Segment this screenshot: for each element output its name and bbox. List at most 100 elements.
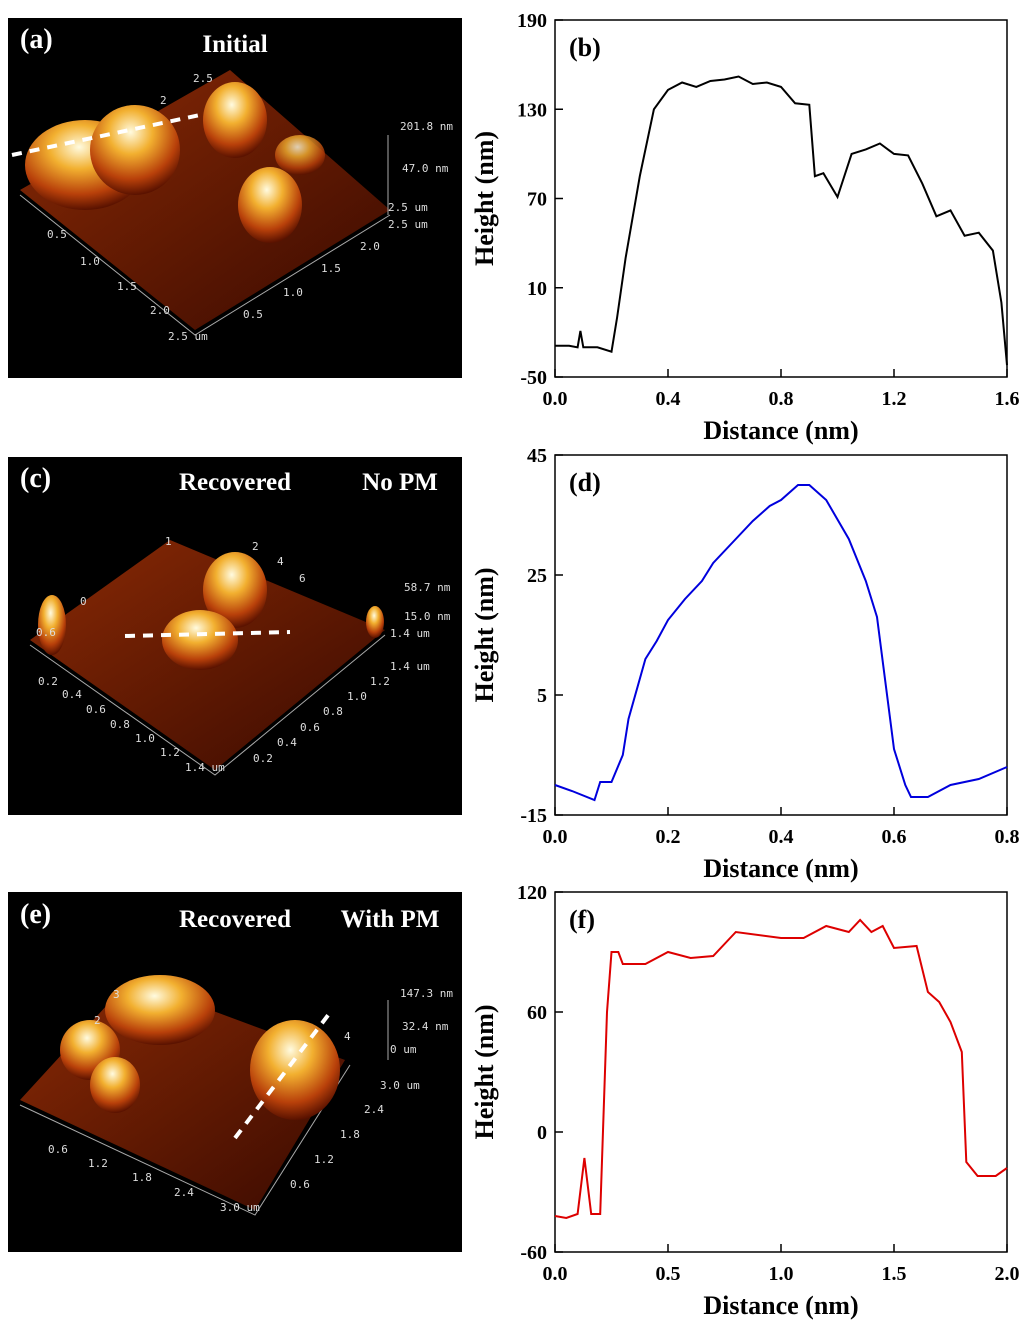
afm-axis-label: 3.0 um <box>380 1079 420 1092</box>
image-title: With PM <box>341 906 440 933</box>
afm-axis-label: 0.5 <box>47 228 67 241</box>
image-title: Initial <box>202 31 267 58</box>
afm-axis-label: 1 <box>165 535 172 548</box>
y-tick-label: 5 <box>537 685 547 707</box>
afm-axis-label: 2 <box>94 1014 101 1027</box>
afm-axis-label: 147.3 nm <box>400 987 453 1000</box>
plot-frame <box>554 891 1008 1253</box>
x-tick-label: 1.0 <box>769 1263 794 1285</box>
afm-axis-label: 1.0 <box>135 732 155 745</box>
afm-axis-label: 2.5 um <box>388 218 428 231</box>
afm-axis-label: 1.5 <box>117 280 137 293</box>
afm-axis-label: 1.2 <box>160 746 180 759</box>
afm-axis-label: 0.2 <box>38 675 58 688</box>
afm-axis-label: 47.0 nm <box>402 162 449 175</box>
x-tick-label: 0.0 <box>543 388 568 410</box>
x-tick-label: 2.0 <box>995 1263 1020 1285</box>
x-axis-label: Distance (nm) <box>703 854 858 883</box>
afm-axis-label: 0.5 <box>243 308 263 321</box>
y-tick-label: 130 <box>517 99 547 121</box>
x-tick-label: 0.8 <box>995 826 1020 848</box>
y-tick-label: -60 <box>520 1242 547 1264</box>
afm-image-a <box>8 18 462 378</box>
x-tick-label: 0.5 <box>656 1263 681 1285</box>
y-tick-label: -50 <box>520 367 547 389</box>
data-line <box>554 484 1008 802</box>
afm-axis-label: 1.0 <box>80 255 100 268</box>
afm-axis-label: 58.7 nm <box>404 581 451 594</box>
afm-axis-label: 1.4 um <box>390 660 430 673</box>
afm-axis-label: 3 <box>113 988 120 1001</box>
x-tick-label: 0.2 <box>656 826 681 848</box>
afm-axis-label: 0.8 <box>110 718 130 731</box>
afm-axis-label: 2.4 <box>364 1103 384 1116</box>
x-axis-label: Distance (nm) <box>703 416 858 445</box>
x-tick-label: 1.2 <box>882 388 907 410</box>
afm-image-c <box>8 457 462 815</box>
afm-axis-label: 1.0 <box>283 286 303 299</box>
afm-axis-label: 0.4 <box>277 736 297 749</box>
afm-axis-label: 1.5 <box>321 262 341 275</box>
afm-axis-label: 2.0 <box>150 304 170 317</box>
afm-axis-label: 4 <box>344 1030 351 1043</box>
x-tick-label: 1.6 <box>995 388 1020 410</box>
x-axis-label: Distance (nm) <box>703 1291 858 1320</box>
afm-axis-label: 4 <box>277 555 284 568</box>
afm-axis-label: 1.2 <box>370 675 390 688</box>
y-axis-label: Height (nm) <box>470 567 499 702</box>
data-line <box>554 918 1008 1220</box>
y-tick-label: 60 <box>527 1002 547 1024</box>
afm-axis-label: 0.6 <box>48 1143 68 1156</box>
y-tick-label: 45 <box>527 445 547 467</box>
y-tick-label: 120 <box>517 882 547 904</box>
afm-axis-label: 32.4 nm <box>402 1020 449 1033</box>
afm-axis-label: 1.8 <box>132 1171 152 1184</box>
afm-axis-label: 0.4 <box>62 688 82 701</box>
afm-axis-label: 1.0 <box>347 690 367 703</box>
x-tick-label: 0.0 <box>543 1263 568 1285</box>
afm-axis-label: 0.8 <box>323 705 343 718</box>
afm-axis-label: 6 <box>299 572 306 585</box>
afm-axis-label: 0 um <box>390 1043 417 1056</box>
panel-label: (b) <box>569 33 601 62</box>
afm-axis-label: 1.2 <box>314 1153 334 1166</box>
panel-label: (c) <box>20 463 51 494</box>
afm-axis-label: 0.6 <box>86 703 106 716</box>
x-tick-label: 0.4 <box>656 388 681 410</box>
afm-axis-label: 1.4 um <box>390 627 430 640</box>
panel-label: (e) <box>20 899 51 930</box>
afm-axis-label: 2.0 <box>360 240 380 253</box>
afm-axis-label: 0.2 <box>253 752 273 765</box>
y-tick-label: -15 <box>520 805 547 827</box>
data-line <box>555 75 1008 366</box>
x-tick-label: 0.6 <box>882 826 907 848</box>
y-axis-label: Height (nm) <box>470 131 499 266</box>
afm-image-e <box>8 892 462 1252</box>
afm-axis-label: 3.0 um <box>220 1201 260 1214</box>
x-tick-label: 0.4 <box>769 826 794 848</box>
afm-axis-label: 1.4 um <box>185 761 225 774</box>
afm-axis-label: 1.8 <box>340 1128 360 1141</box>
panel-label: (f) <box>569 905 595 934</box>
panel-label: (a) <box>20 24 53 55</box>
afm-axis-label: 2.5 <box>193 72 213 85</box>
afm-axis-label: 1.2 <box>88 1157 108 1170</box>
y-tick-label: 190 <box>517 10 547 32</box>
afm-axis-label: 0.6 <box>300 721 320 734</box>
afm-axis-label: 201.8 nm <box>400 120 453 133</box>
image-title: Recovered <box>179 906 291 933</box>
afm-axis-label: 15.0 nm <box>404 610 451 623</box>
y-axis-label: Height (nm) <box>470 1004 499 1139</box>
y-tick-label: 10 <box>527 278 547 300</box>
y-tick-label: 0 <box>537 1122 547 1144</box>
plot-frame <box>554 454 1008 816</box>
afm-axis-label: 2.5 um <box>168 330 208 343</box>
afm-axis-label: 2.5 um <box>388 201 428 214</box>
y-tick-label: 70 <box>527 189 547 211</box>
afm-axis-label: 2 <box>252 540 259 553</box>
plot-frame <box>554 19 1008 378</box>
afm-axis-label: 2.4 <box>174 1186 194 1199</box>
afm-axis-label: 0 <box>80 595 87 608</box>
panel-label: (d) <box>569 468 601 497</box>
